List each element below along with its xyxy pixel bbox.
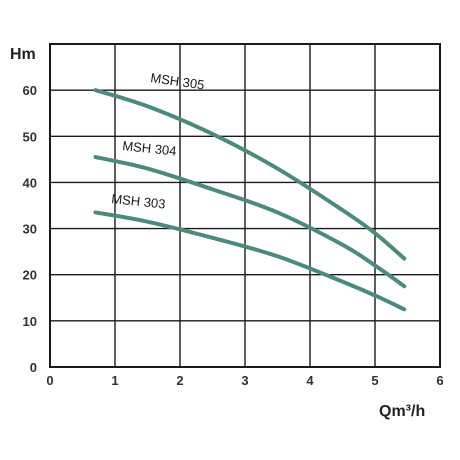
x-tick-label-6: 6 (436, 373, 443, 388)
series-label-msh-304: MSH 304 (122, 138, 177, 159)
series-labels: MSH 305 MSH 304 MSH 303 (111, 70, 206, 212)
y-tick-label-10: 10 (23, 314, 37, 329)
x-axis-label: Qm³/h (379, 403, 425, 420)
series-line-msh-305 (93, 88, 407, 261)
grid (49, 43, 441, 368)
x-tick-label-2: 2 (176, 373, 183, 388)
x-tick-label-1: 1 (111, 373, 118, 388)
y-tick-label-60: 60 (23, 83, 37, 98)
y-tick-label-40: 40 (23, 175, 37, 190)
y-tick-label-0: 0 (30, 360, 37, 375)
series-line-msh-304 (93, 155, 407, 289)
plot-frame (49, 43, 441, 368)
x-tick-label-4: 4 (306, 373, 314, 388)
curves (93, 88, 407, 312)
series-line-msh-303 (93, 210, 407, 312)
series-label-msh-305: MSH 305 (150, 70, 206, 92)
series-label-msh-303: MSH 303 (111, 191, 166, 212)
y-tick-label-50: 50 (23, 129, 37, 144)
x-tick-label-5: 5 (371, 373, 378, 388)
y-tick-label-30: 30 (23, 222, 37, 237)
x-tick-label-0: 0 (46, 373, 53, 388)
x-tick-label-3: 3 (241, 373, 248, 388)
y-axis-label: Hm (10, 46, 36, 63)
y-tick-label-20: 20 (23, 268, 37, 283)
